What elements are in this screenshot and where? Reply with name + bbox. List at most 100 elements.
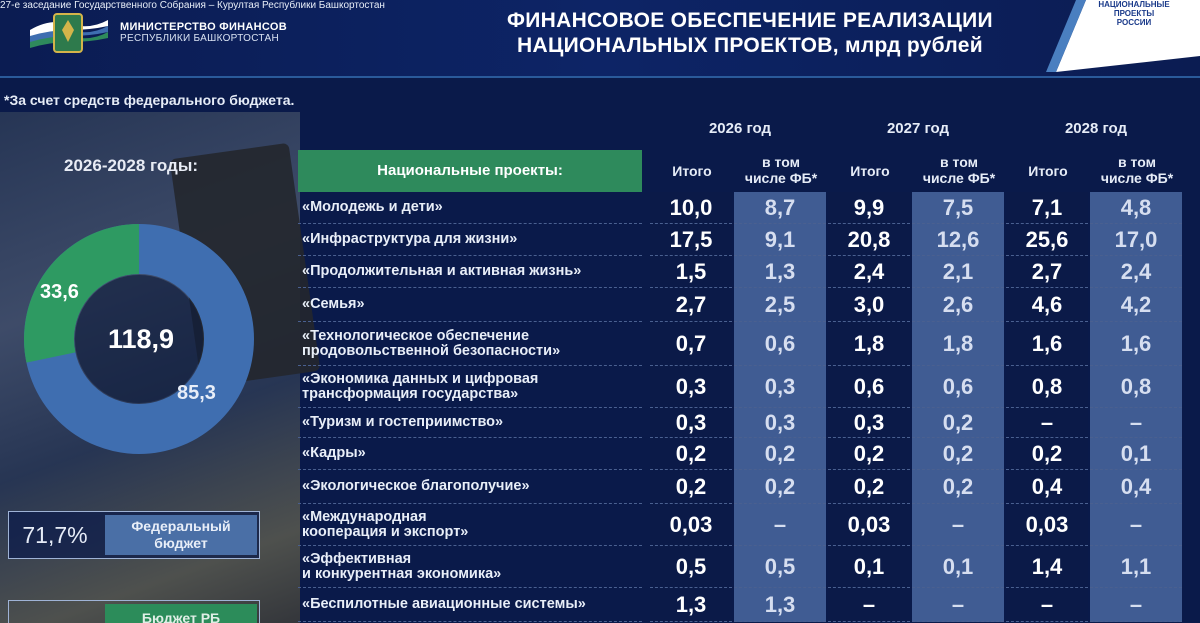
- col-fb-2028: в том числе ФБ*: [1090, 150, 1184, 192]
- cell-fb: –: [1090, 504, 1182, 546]
- cell-fb: 0,3: [734, 408, 826, 438]
- np-logo-line-2: ПРОЕКТЫ: [1113, 9, 1155, 18]
- cell-total: 0,2: [828, 470, 910, 504]
- col-fb-2026: в том числе ФБ*: [734, 150, 828, 192]
- project-name-line-1: «Туризм и гостеприимство»: [302, 414, 504, 430]
- cell-fb: 4,2: [1090, 288, 1182, 322]
- donut-green-value: 33,6: [40, 281, 79, 303]
- cell-total: 0,03: [1006, 504, 1088, 546]
- cell-total: 1,5: [650, 256, 732, 288]
- cell-total: 0,03: [828, 504, 910, 546]
- project-name: «Кадры»: [298, 438, 642, 470]
- year-header-2028: 2028 год: [1064, 120, 1128, 137]
- cell-total: 0,03: [650, 504, 732, 546]
- table-row: «Международная кооперация и экспорт» 0,03–…: [294, 504, 1200, 546]
- legend-federal-line-1: Федеральный: [131, 518, 231, 534]
- cell-fb: 12,6: [912, 224, 1004, 256]
- cell-fb: 8,7: [734, 192, 826, 224]
- cell-total: –: [828, 588, 910, 622]
- cell-fb: 0,2: [734, 438, 826, 470]
- cell-total: 9,9: [828, 192, 910, 224]
- project-name: «Инфраструктура для жизни»: [298, 224, 642, 256]
- legend-regional-budget: Бюджет РБ: [8, 600, 260, 623]
- cell-fb: 17,0: [1090, 224, 1182, 256]
- cell-fb: 0,5: [734, 546, 826, 588]
- cell-total: 0,3: [650, 366, 732, 408]
- cell-total: 0,3: [828, 408, 910, 438]
- project-name: «Продолжительная и активная жизнь»: [298, 256, 642, 288]
- project-name-line-2: кооперация и экспорт»: [302, 523, 469, 540]
- cell-total: 1,6: [1006, 322, 1088, 366]
- table-row: «Инфраструктура для жизни» 17,5 9,1 20,8 12,…: [294, 224, 1200, 256]
- table-row: «Экологическое благополучие» 0,2 0,2 0,2 0,2…: [294, 470, 1200, 504]
- cell-total: 25,6: [1006, 224, 1088, 256]
- legend-federal-line-2: бюджет: [154, 535, 208, 551]
- col-fb-2027-line-2: числе ФБ*: [922, 170, 996, 186]
- projects-column-header: Национальные проекты:: [298, 150, 642, 192]
- cell-fb: 1,6: [1090, 322, 1182, 366]
- cell-fb: 1,8: [912, 322, 1004, 366]
- cell-fb: 1,3: [734, 588, 826, 622]
- cell-fb: –: [912, 504, 1004, 546]
- table-row: «Технологическое обеспечение продовольств…: [294, 322, 1200, 366]
- cell-fb: 0,1: [912, 546, 1004, 588]
- cell-total: 2,7: [1006, 256, 1088, 288]
- project-name-line-1: «Экологическое благополучие»: [302, 478, 530, 494]
- footnote: *За счет средств федерального бюджета.: [4, 92, 295, 108]
- cell-total: 0,2: [1006, 438, 1088, 470]
- ministry-line-1: МИНИСТЕРСТВО ФИНАНСОВ: [120, 21, 287, 33]
- cell-total: 3,0: [828, 288, 910, 322]
- cell-fb: 0,2: [734, 470, 826, 504]
- table-row: «Семья» 2,7 2,5 3,0 2,6 4,6 4,2: [294, 288, 1200, 322]
- cell-fb: 0,3: [734, 366, 826, 408]
- col-fb-2027-line-1: в том: [940, 154, 978, 170]
- cell-total: 4,6: [1006, 288, 1088, 322]
- table-row: «Беспилотные авиационные системы» 1,3 1,3–…: [294, 588, 1200, 622]
- national-projects-logo-icon: [1046, 0, 1200, 72]
- cell-total: 0,6: [828, 366, 910, 408]
- project-name: «Экономика данных и цифровая трансформаци…: [298, 366, 642, 408]
- legend-federal-budget: 71,7% Федеральный бюджет: [8, 511, 260, 559]
- table-row: «Продолжительная и активная жизнь» 1,5 1,3…: [294, 256, 1200, 288]
- cell-fb: –: [912, 588, 1004, 622]
- col-total-2026: Итого: [672, 163, 712, 179]
- cell-fb: –: [1090, 588, 1182, 622]
- table-row: «Эффективная и конкурентная экономика» 0,5…: [294, 546, 1200, 588]
- project-name-line-1: «Молодежь и дети»: [302, 199, 443, 215]
- cell-total: 0,2: [650, 470, 732, 504]
- project-name-text: «Продолжительная и активная жизнь»: [302, 264, 581, 279]
- legend-federal-label: Федеральный бюджет: [105, 515, 257, 555]
- table-row: «Кадры» 0,2 0,2 0,2 0,2 0,2 0,1: [294, 438, 1200, 470]
- col-fb-2028-line-1: в том: [1118, 154, 1156, 170]
- project-name-line-1: «Экономика данных и цифровая: [302, 370, 539, 387]
- cell-total: 0,8: [1006, 366, 1088, 408]
- col-total-2028: Итого: [1028, 163, 1068, 179]
- cell-fb: 0,4: [1090, 470, 1182, 504]
- cell-fb: 0,2: [912, 438, 1004, 470]
- session-note: 27-е заседание Государственного Собрания…: [0, 0, 385, 11]
- cell-total: 2,4: [828, 256, 910, 288]
- year-header-2026: 2026 год: [708, 120, 772, 137]
- cell-fb: –: [1090, 408, 1182, 438]
- cell-total: 1,3: [650, 588, 732, 622]
- project-name: «Беспилотные авиационные системы»: [298, 588, 642, 622]
- project-name-line-1: «Технологическое обеспечение: [302, 327, 530, 344]
- project-name: «Семья»: [298, 288, 642, 322]
- cell-total: 20,8: [828, 224, 910, 256]
- cell-total: 0,1: [828, 546, 910, 588]
- project-name: «Туризм и гостеприимство»: [298, 408, 642, 438]
- project-name-text: «Технологическое обеспечение продовольств…: [302, 327, 561, 359]
- project-name-text: «Кадры»: [302, 446, 366, 461]
- cell-total: –: [1006, 588, 1088, 622]
- project-name-text: «Экологическое благополучие»: [302, 479, 530, 494]
- cell-fb: 4,8: [1090, 192, 1182, 224]
- project-name-text: «Эффективная и конкурентная экономика»: [302, 551, 501, 582]
- table-row: «Молодежь и дети» 10,0 8,7 9,9 7,5 7,1 4,8: [294, 192, 1200, 224]
- cell-total: 1,4: [1006, 546, 1088, 588]
- cell-fb: 0,8: [1090, 366, 1182, 408]
- project-name-line-2: продовольственной безопасности»: [302, 342, 561, 359]
- project-name: «Международная кооперация и экспорт»: [298, 504, 642, 546]
- cell-total: 1,8: [828, 322, 910, 366]
- cell-total: 2,7: [650, 288, 732, 322]
- project-name-text: «Туризм и гостеприимство»: [302, 415, 503, 430]
